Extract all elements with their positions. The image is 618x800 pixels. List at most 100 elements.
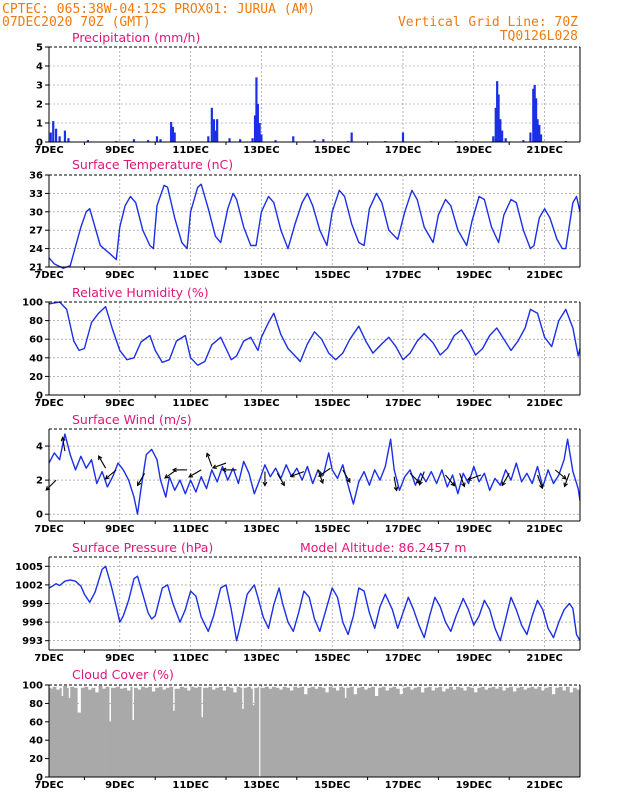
cloud-area-segment: [229, 687, 234, 777]
wind-arrow-head: [60, 436, 66, 442]
cloud-area-segment: [110, 687, 117, 777]
pressure-annotation: Model Altitude: 86.2457 m: [300, 540, 466, 555]
cloud-area-segment: [179, 686, 184, 777]
cloud-area-segment: [530, 686, 535, 777]
pressure-xtick-label: 19DEC: [456, 653, 492, 664]
pressure-xtick-label: 9DEC: [105, 653, 134, 664]
cloud-area-segment: [303, 694, 308, 777]
wind-arrow-shaft: [342, 469, 351, 483]
cloud-area-segment: [399, 694, 404, 777]
cloud-area-segment: [356, 687, 361, 777]
rh-ytick-label: 60: [29, 335, 43, 346]
cloud-area-segment: [119, 688, 124, 777]
temp-ytick-label: 33: [29, 189, 43, 200]
precip-bar: [52, 121, 55, 142]
cloud-ytick-label: 20: [29, 754, 43, 765]
cloud-area-segment: [533, 688, 538, 777]
cloud-area-segment: [498, 686, 503, 777]
wind-arrow-head: [188, 473, 194, 478]
wind-arrow-head: [280, 481, 285, 487]
precip-bar: [504, 138, 507, 142]
cloud-area-segment: [509, 686, 514, 777]
precip-bar: [501, 130, 504, 142]
pressure-ytick-label: 996: [22, 618, 43, 629]
cloud-area-segment: [388, 687, 393, 777]
cloud-xtick-label: 15DEC: [314, 780, 350, 791]
cloud-area-segment: [116, 686, 121, 777]
cloud-area-segment: [555, 687, 560, 777]
cloud-xtick-label: 7DEC: [34, 780, 63, 791]
wind-arrow-shaft: [98, 455, 107, 469]
wind-arrow-shaft: [467, 474, 482, 481]
cloud-area-segment: [275, 687, 280, 777]
cloud-area-segment: [268, 688, 273, 777]
cloud-area-segment: [95, 692, 99, 777]
wind-arrow-head: [262, 481, 268, 487]
cloud-area-segment: [70, 686, 75, 777]
cloud-area-segment: [406, 686, 411, 777]
pressure-xtick-label: 15DEC: [314, 653, 350, 664]
temp-xtick-label: 19DEC: [456, 270, 492, 281]
precip-bar: [536, 119, 539, 142]
precip-xtick-label: 19DEC: [456, 145, 492, 156]
cloud-area-segment: [495, 688, 499, 777]
cloud-title: Cloud Cover (%): [72, 667, 174, 682]
cloud-area-segment: [360, 686, 365, 777]
rh-ytick-label: 40: [29, 353, 43, 364]
cloud-area-segment: [441, 691, 446, 777]
wind-arrow-shaft: [537, 474, 543, 489]
cloud-area-segment: [452, 689, 457, 777]
cloud-area-segment: [243, 687, 248, 777]
cloud-area-segment: [417, 686, 421, 777]
rh-xtick-label: 7DEC: [34, 398, 63, 409]
precip-bar: [212, 119, 216, 142]
precip-bar: [313, 140, 316, 142]
cloud-area-segment: [505, 687, 510, 777]
wind-arrow-head: [289, 473, 295, 478]
temp-xtick-label: 15DEC: [314, 270, 350, 281]
cloud-area-segment: [381, 686, 386, 777]
cloud-area-segment: [260, 687, 266, 777]
station-info: CPTEC: 065:38W-04:12S PROX01: JURUA (AM): [2, 2, 315, 17]
rh-xtick-label: 15DEC: [314, 398, 350, 409]
precip-bar: [67, 138, 70, 142]
wind-arrow-head: [538, 484, 544, 490]
cloud-area-segment: [523, 689, 528, 777]
chart-panels: 7DEC 9DEC 11DEC 13DEC 15DEC 17DEC 19DEC 21DEC01…: [15, 30, 581, 791]
cloud-area-segment: [502, 690, 506, 777]
precip-bar: [255, 77, 258, 142]
precip-bar: [170, 122, 173, 142]
wind-xtick-label: 19DEC: [456, 524, 492, 535]
cloud-area-segment: [410, 689, 414, 777]
cloud-area-segment: [155, 687, 160, 777]
wind-xtick-label: 9DEC: [105, 524, 134, 535]
rh-ytick-label: 80: [29, 316, 43, 327]
cloud-ytick-label: 40: [29, 736, 43, 747]
cloud-area-segment: [424, 687, 429, 777]
cloud-ytick-label: 60: [29, 717, 43, 728]
cloud-area-segment: [257, 686, 260, 777]
precip-xtick-label: 11DEC: [172, 145, 208, 156]
precip-bar: [54, 128, 58, 142]
cloud-area-segment: [569, 692, 574, 777]
wind-ytick-label: 0: [36, 510, 43, 521]
cloud-area-segment: [385, 690, 390, 777]
wind-arrow-head: [211, 464, 217, 470]
cloud-area-segment: [141, 686, 145, 777]
wind-arrow-head: [418, 480, 423, 486]
cloud-area-segment: [519, 686, 524, 777]
wind-xtick-label: 7DEC: [34, 524, 63, 535]
precip-bar: [292, 136, 295, 142]
cloud-panel: 7DEC 9DEC 11DEC 13DEC 15DEC 17DEC 19DEC 21DEC 0 2…: [22, 667, 581, 791]
run-datetime: 07DEC2020 70Z (GMT): [2, 15, 151, 30]
pressure-xtick-label: 13DEC: [243, 653, 279, 664]
cloud-area-segment: [211, 689, 216, 777]
wind-arrow-head: [318, 472, 323, 477]
cloud-xtick-label: 11DEC: [172, 780, 208, 791]
temp-ytick-label: 30: [29, 207, 43, 218]
cloud-area-segment: [487, 687, 492, 777]
cloud-area-segment: [314, 688, 319, 777]
precip-bar: [492, 136, 495, 142]
cloud-area-segment: [403, 687, 407, 777]
precip-bar: [350, 132, 353, 142]
